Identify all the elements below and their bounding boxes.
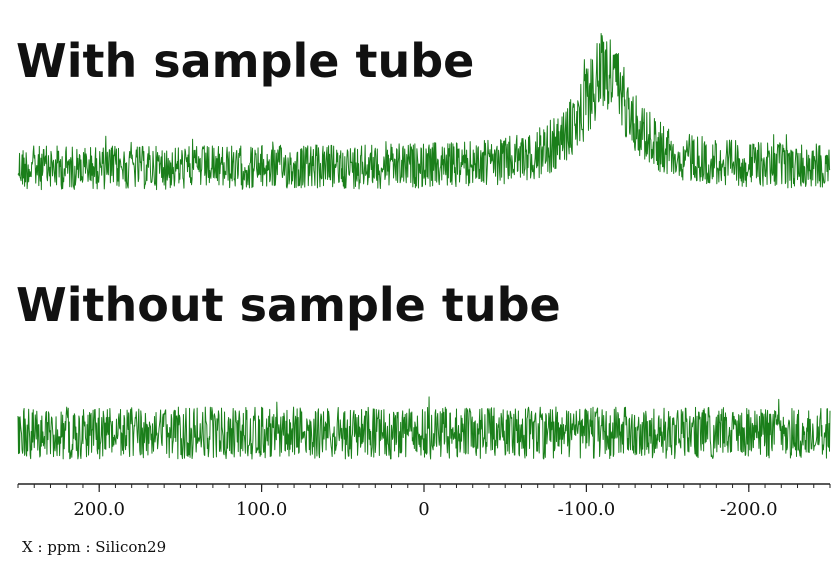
panel-title-without-tube: Without sample tube	[16, 278, 561, 332]
x-axis-tick-labels: 200.0 100.0 0 -100.0 -200.0	[73, 499, 777, 520]
panel-title-with-tube: With sample tube	[16, 34, 475, 88]
spectrum-line	[17, 33, 831, 191]
spectrum-without-tube	[17, 396, 831, 460]
x-axis-tick-label: -100.0	[558, 499, 616, 520]
spectrum-with-tube	[17, 33, 831, 191]
spectrum-line	[17, 396, 831, 460]
x-axis: 200.0 100.0 0 -100.0 -200.0	[17, 483, 831, 520]
x-axis-major-ticks	[98, 484, 750, 492]
x-axis-label: X : ppm : Silicon29	[22, 538, 167, 556]
x-axis-tick-label: -200.0	[720, 499, 778, 520]
x-axis-tick-label: 0	[418, 499, 429, 520]
x-axis-tick-label: 200.0	[73, 499, 125, 520]
x-axis-tick-label: 100.0	[236, 499, 288, 520]
